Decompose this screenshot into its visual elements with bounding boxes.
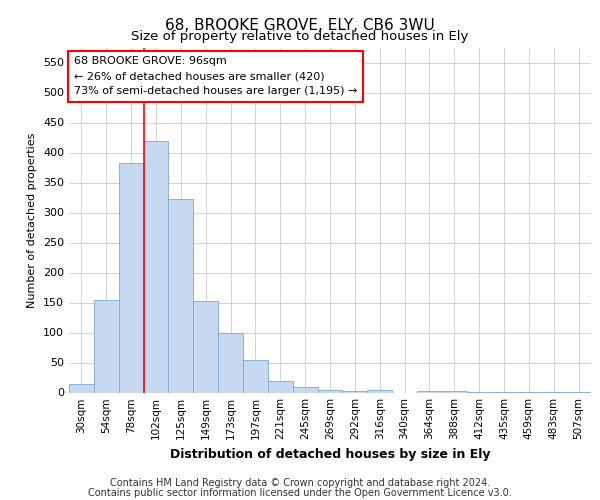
Bar bbox=[193, 302, 218, 392]
Text: Contains HM Land Registry data © Crown copyright and database right 2024.: Contains HM Land Registry data © Crown c… bbox=[110, 478, 490, 488]
Text: 68 BROOKE GROVE: 96sqm
← 26% of detached houses are smaller (420)
73% of semi-de: 68 BROOKE GROVE: 96sqm ← 26% of detached… bbox=[74, 56, 358, 96]
Text: Size of property relative to detached houses in Ely: Size of property relative to detached ho… bbox=[131, 30, 469, 43]
Bar bbox=[119, 164, 143, 392]
Y-axis label: Number of detached properties: Number of detached properties bbox=[28, 132, 37, 308]
X-axis label: Distribution of detached houses by size in Ely: Distribution of detached houses by size … bbox=[170, 448, 490, 461]
Bar bbox=[293, 386, 317, 392]
Bar bbox=[94, 300, 119, 392]
Bar bbox=[243, 360, 268, 392]
Bar bbox=[343, 390, 367, 392]
Text: Contains public sector information licensed under the Open Government Licence v3: Contains public sector information licen… bbox=[88, 488, 512, 498]
Bar bbox=[268, 380, 293, 392]
Bar bbox=[143, 140, 169, 392]
Bar bbox=[367, 390, 392, 392]
Text: 68, BROOKE GROVE, ELY, CB6 3WU: 68, BROOKE GROVE, ELY, CB6 3WU bbox=[165, 18, 435, 32]
Bar bbox=[69, 384, 94, 392]
Bar bbox=[169, 200, 193, 392]
Bar bbox=[317, 390, 343, 392]
Bar bbox=[218, 332, 243, 392]
